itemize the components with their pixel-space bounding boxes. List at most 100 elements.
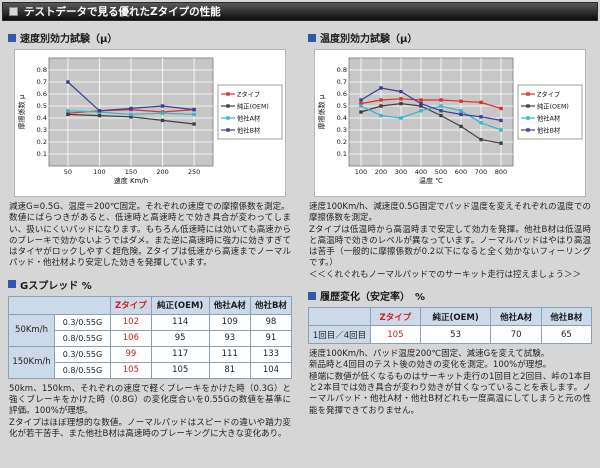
value-cell: 65 bbox=[540, 325, 593, 345]
column-header-b: 他社B材 bbox=[540, 307, 593, 327]
gspread-title-row: Gスプレッド % bbox=[8, 277, 292, 292]
rireki-title-row: 履歴変化（安定率） % bbox=[308, 288, 592, 303]
svg-text:摩擦係数 μ: 摩擦係数 μ bbox=[317, 94, 326, 129]
table-row: 1回目／4回目 105 53 70 65 bbox=[308, 325, 593, 345]
value-cell: 93 bbox=[208, 329, 251, 347]
speed-test-title-row: 速度別効力試験（μ） bbox=[8, 30, 292, 45]
value-cell: 91 bbox=[249, 329, 293, 347]
svg-text:速度 Km/h: 速度 Km/h bbox=[114, 176, 148, 185]
speed-chart-note: 減速G=0.5G、温度＝200℃固定。それぞれの速度での摩擦係数を測定。 数値に… bbox=[9, 202, 291, 269]
row-group-150kmh: 150Km/h bbox=[8, 345, 55, 379]
svg-text:0.5: 0.5 bbox=[37, 102, 47, 110]
value-cell: 95 bbox=[150, 329, 210, 347]
condition-cell: 0.8/0.55G bbox=[54, 361, 111, 379]
svg-text:0.6: 0.6 bbox=[337, 90, 347, 98]
value-cell: 99 bbox=[110, 345, 152, 363]
rireki-note: 速度100Km/h、パッド温度200℃固定、減速Gを変えて試験。 新品時と4回目… bbox=[309, 349, 591, 416]
square-bullet-icon bbox=[308, 291, 316, 300]
temperature-chart: 0.1 0.2 0.3 0.4 0.5 0.6 0.7 0.8 100 200 300 400 500 6… bbox=[317, 57, 583, 185]
table-row: 0.8/0.55G 105 105 81 104 bbox=[9, 361, 293, 379]
table-row: 150Km/h 0.3/0.55G 99 117 111 133 bbox=[8, 345, 293, 379]
value-cell: 105 bbox=[370, 325, 421, 345]
svg-text:Zタイプ: Zタイプ bbox=[537, 89, 561, 98]
column-header-oem: 純正(OEM) bbox=[150, 295, 210, 315]
column-header-b: 他社B材 bbox=[249, 295, 293, 315]
svg-text:700: 700 bbox=[475, 168, 487, 176]
svg-text:250: 250 bbox=[188, 168, 200, 176]
value-cell: 81 bbox=[208, 361, 251, 379]
column-header-a: 他社A材 bbox=[208, 295, 251, 315]
rireki-table: Zタイプ 純正(OEM) 他社A材 他社B材 1回目／4回目 105 53 70… bbox=[308, 307, 593, 345]
svg-text:純正(OEM): 純正(OEM) bbox=[537, 101, 569, 110]
svg-text:他社A材: 他社A材 bbox=[537, 113, 561, 122]
rireki-header-row: Zタイプ 純正(OEM) 他社A材 他社B材 bbox=[308, 307, 593, 327]
row-label: 1回目／4回目 bbox=[308, 325, 371, 345]
svg-text:0.8: 0.8 bbox=[37, 66, 47, 74]
svg-text:Zタイプ: Zタイプ bbox=[237, 89, 261, 98]
value-cell: 106 bbox=[110, 329, 152, 347]
value-cell: 102 bbox=[110, 313, 152, 331]
svg-text:摩擦係数 μ: 摩擦係数 μ bbox=[17, 94, 26, 129]
square-bullet-icon bbox=[308, 33, 316, 42]
temperature-chart-panel: 0.1 0.2 0.3 0.4 0.5 0.6 0.7 0.8 100 200 300 400 500 6… bbox=[314, 49, 586, 197]
svg-text:他社A材: 他社A材 bbox=[237, 113, 261, 122]
value-cell: 114 bbox=[150, 313, 210, 331]
condition-cell: 0.3/0.55G bbox=[54, 345, 111, 363]
svg-text:純正(OEM): 純正(OEM) bbox=[237, 101, 269, 110]
temperature-test-title: 温度別効力試験（μ） bbox=[320, 34, 418, 45]
value-cell: 105 bbox=[110, 361, 152, 379]
svg-text:0.1: 0.1 bbox=[337, 150, 347, 158]
rireki-title: 履歴変化（安定率） % bbox=[320, 292, 426, 304]
gspread-title: Gスプレッド % bbox=[20, 280, 92, 292]
column-header-oem: 純正(OEM) bbox=[419, 307, 492, 327]
svg-text:300: 300 bbox=[395, 168, 407, 176]
content-columns: 速度別効力試験（μ） 0.1 0.2 0.3 0.4 0.5 0.6 0.7 0.8 50 100… bbox=[0, 21, 600, 447]
svg-text:100: 100 bbox=[93, 168, 105, 176]
column-header-ztype: Zタイプ bbox=[110, 295, 152, 315]
svg-text:0.2: 0.2 bbox=[337, 138, 347, 146]
gspread-header-row: Zタイプ 純正(OEM) 他社A材 他社B材 bbox=[8, 295, 293, 315]
value-cell: 70 bbox=[490, 325, 542, 345]
svg-text:0.4: 0.4 bbox=[37, 114, 47, 122]
svg-text:0.6: 0.6 bbox=[37, 90, 47, 98]
svg-text:0.1: 0.1 bbox=[37, 150, 47, 158]
temperature-chart-note: 速度100Km/h、減速度0.5G固定でパッド温度を変えそれぞれの温度での摩擦係… bbox=[309, 202, 591, 280]
value-cell: 109 bbox=[208, 313, 251, 331]
svg-text:150: 150 bbox=[125, 168, 137, 176]
svg-text:0.3: 0.3 bbox=[337, 126, 347, 134]
speed-test-title: 速度別効力試験（μ） bbox=[20, 34, 118, 45]
temperature-test-column: 温度別効力試験（μ） 0.1 0.2 0.3 0.4 0.5 0.6 0.7 0.8 100 20… bbox=[308, 28, 593, 447]
square-bullet-icon bbox=[8, 33, 16, 42]
square-bullet-icon bbox=[8, 280, 16, 289]
value-cell: 117 bbox=[150, 345, 210, 363]
row-group-50kmh: 50Km/h bbox=[8, 313, 55, 347]
section-header-title: テストデータで見る優れたZタイプの性能 bbox=[24, 6, 221, 18]
value-cell: 133 bbox=[249, 345, 293, 363]
temperature-test-title-row: 温度別効力試験（μ） bbox=[308, 30, 592, 45]
blank-header-cell bbox=[8, 295, 111, 315]
value-cell: 98 bbox=[249, 313, 293, 331]
svg-text:400: 400 bbox=[415, 168, 427, 176]
svg-text:他社B材: 他社B材 bbox=[537, 125, 561, 134]
value-cell: 111 bbox=[208, 345, 251, 363]
value-cell: 53 bbox=[419, 325, 492, 345]
speed-test-column: 速度別効力試験（μ） 0.1 0.2 0.3 0.4 0.5 0.6 0.7 0.8 50 100… bbox=[8, 28, 293, 447]
gspread-note: 50km、150km、それぞれの速度で軽くブレーキをかけた時（0.3G）と強くブ… bbox=[9, 383, 291, 439]
speed-chart-panel: 0.1 0.2 0.3 0.4 0.5 0.6 0.7 0.8 50 100 150 200 250 速度… bbox=[14, 49, 286, 197]
section-header-bar: テストデータで見る優れたZタイプの性能 bbox=[2, 2, 598, 21]
svg-text:他社B材: 他社B材 bbox=[237, 125, 261, 134]
condition-cell: 0.3/0.55G bbox=[54, 313, 111, 331]
speed-chart: 0.1 0.2 0.3 0.4 0.5 0.6 0.7 0.8 50 100 150 200 250 速度… bbox=[17, 57, 283, 185]
svg-text:600: 600 bbox=[455, 168, 467, 176]
column-header-ztype: Zタイプ bbox=[370, 307, 421, 327]
gspread-table: Zタイプ 純正(OEM) 他社A材 他社B材 50Km/h 0.3/0.55G … bbox=[8, 295, 293, 379]
svg-text:温度 ℃: 温度 ℃ bbox=[419, 176, 443, 185]
blank-header-cell bbox=[308, 307, 371, 327]
condition-cell: 0.8/0.55G bbox=[54, 329, 111, 347]
svg-text:800: 800 bbox=[495, 168, 507, 176]
svg-text:0.2: 0.2 bbox=[37, 138, 47, 146]
svg-text:0.7: 0.7 bbox=[37, 78, 47, 86]
svg-text:0.5: 0.5 bbox=[337, 102, 347, 110]
svg-text:0.3: 0.3 bbox=[37, 126, 47, 134]
value-cell: 104 bbox=[249, 361, 293, 379]
